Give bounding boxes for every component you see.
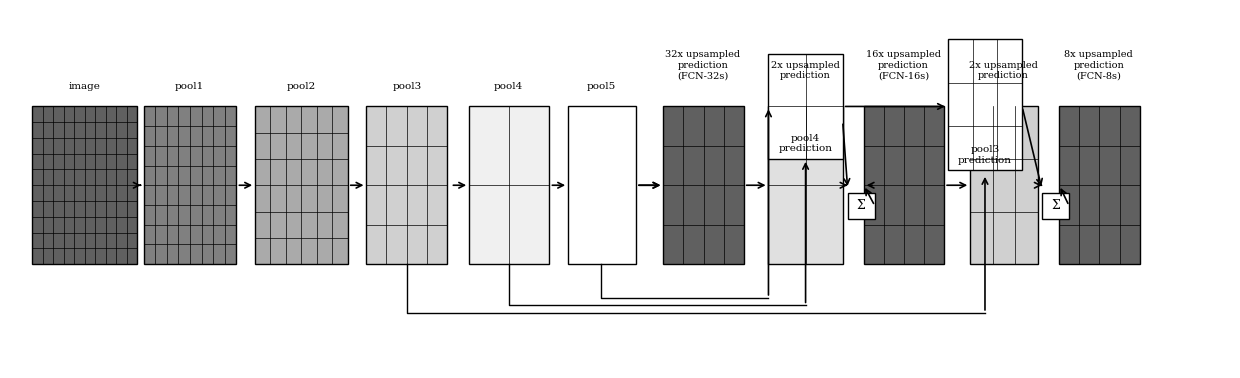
FancyBboxPatch shape — [848, 193, 875, 219]
Text: pool3
prediction: pool3 prediction — [959, 145, 1012, 164]
Text: 2x upsampled
prediction: 2x upsampled prediction — [771, 61, 839, 80]
FancyBboxPatch shape — [255, 107, 347, 264]
FancyBboxPatch shape — [769, 107, 843, 264]
FancyBboxPatch shape — [32, 107, 138, 264]
Text: pool5: pool5 — [587, 82, 616, 91]
FancyBboxPatch shape — [469, 107, 549, 264]
Text: pool1: pool1 — [175, 82, 205, 91]
Text: Σ: Σ — [857, 199, 866, 212]
Text: image: image — [68, 82, 100, 91]
FancyBboxPatch shape — [769, 54, 843, 159]
Text: pool2: pool2 — [286, 82, 315, 91]
Text: pool3: pool3 — [393, 82, 422, 91]
FancyBboxPatch shape — [947, 39, 1022, 170]
FancyBboxPatch shape — [864, 107, 944, 264]
FancyBboxPatch shape — [144, 107, 237, 264]
Text: 32x upsampled
prediction
(FCN-32s): 32x upsampled prediction (FCN-32s) — [666, 50, 740, 80]
FancyBboxPatch shape — [366, 107, 446, 264]
Text: pool4
prediction: pool4 prediction — [779, 134, 832, 153]
FancyBboxPatch shape — [1059, 107, 1140, 264]
Text: 2x upsampled
prediction: 2x upsampled prediction — [970, 61, 1038, 80]
Text: 16x upsampled
prediction
(FCN-16s): 16x upsampled prediction (FCN-16s) — [866, 50, 941, 80]
Text: 8x upsampled
prediction
(FCN-8s): 8x upsampled prediction (FCN-8s) — [1064, 50, 1133, 80]
FancyBboxPatch shape — [1042, 193, 1069, 219]
FancyBboxPatch shape — [970, 107, 1038, 264]
FancyBboxPatch shape — [568, 107, 636, 264]
Text: pool4: pool4 — [494, 82, 523, 91]
FancyBboxPatch shape — [663, 107, 744, 264]
Text: Σ: Σ — [1052, 199, 1060, 212]
